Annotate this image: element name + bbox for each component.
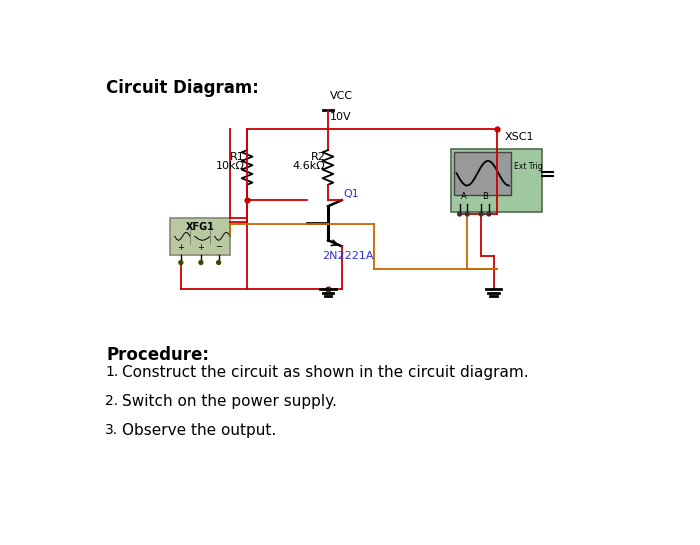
Text: R1: R1	[230, 152, 245, 162]
FancyBboxPatch shape	[454, 152, 511, 195]
Text: Circuit Diagram:: Circuit Diagram:	[106, 79, 259, 97]
Text: 10V: 10V	[330, 112, 351, 122]
Text: −: −	[215, 243, 222, 252]
Text: Switch on the power supply.: Switch on the power supply.	[122, 394, 337, 409]
Text: +: +	[197, 243, 204, 252]
Text: 10kΩ: 10kΩ	[216, 161, 245, 171]
Circle shape	[487, 212, 491, 216]
Circle shape	[466, 212, 469, 216]
Text: 2.: 2.	[106, 394, 118, 408]
Circle shape	[217, 261, 220, 264]
Text: Q1: Q1	[344, 189, 359, 198]
Circle shape	[179, 261, 183, 264]
Circle shape	[458, 212, 461, 216]
Text: Observe the output.: Observe the output.	[122, 423, 276, 438]
Text: XFG1: XFG1	[186, 222, 215, 233]
FancyBboxPatch shape	[452, 149, 542, 211]
Text: VCC: VCC	[330, 91, 353, 101]
Text: 1.: 1.	[105, 365, 118, 379]
Text: Ext Trig: Ext Trig	[514, 162, 543, 172]
Text: 3.: 3.	[106, 423, 118, 438]
Circle shape	[480, 212, 483, 216]
FancyBboxPatch shape	[170, 218, 230, 255]
Text: XSC1: XSC1	[505, 132, 534, 142]
Text: A: A	[461, 192, 466, 201]
Text: 4.6kΩ: 4.6kΩ	[293, 161, 326, 171]
Circle shape	[199, 261, 203, 264]
Text: 2N2221A: 2N2221A	[322, 251, 373, 261]
Text: Procedure:: Procedure:	[106, 347, 209, 365]
Text: +: +	[177, 243, 184, 252]
Text: Construct the circuit as shown in the circuit diagram.: Construct the circuit as shown in the ci…	[122, 365, 528, 380]
Text: R2: R2	[311, 152, 326, 162]
Text: B: B	[482, 192, 488, 201]
